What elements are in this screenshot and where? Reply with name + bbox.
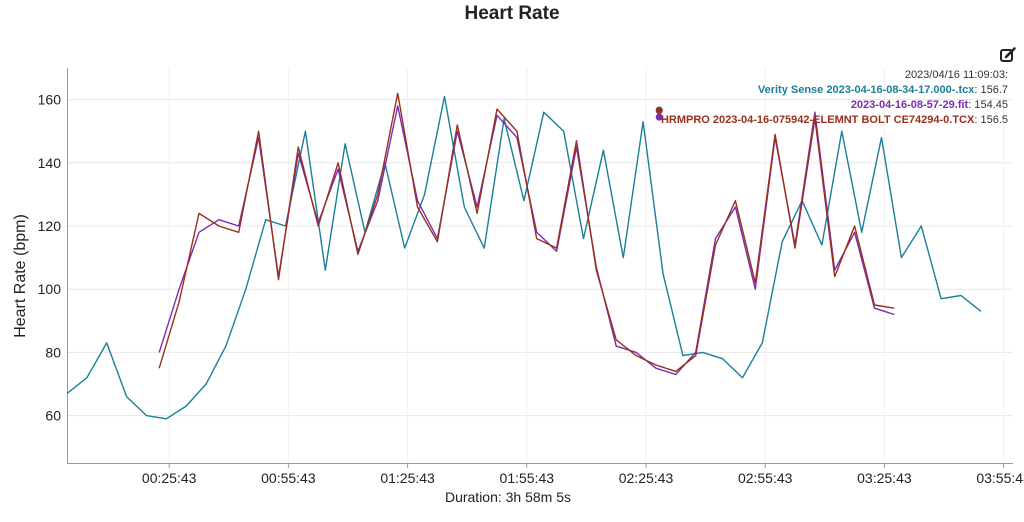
tooltip-series-value: 156.7 <box>980 84 1008 96</box>
x-tick-labels: 00:25:43 00:55:43 01:25:43 01:55:43 02:25:43… <box>142 470 1024 486</box>
y-tick-label: 60 <box>45 408 61 424</box>
crosshair-markers <box>655 106 663 121</box>
crosshair-point <box>655 107 663 115</box>
y-tick-label: 160 <box>38 92 62 108</box>
tooltip-series-value: 154.45 <box>974 99 1008 111</box>
y-axis-title: Heart Rate (bpm) <box>12 214 29 338</box>
tooltip-time: 2023/04/16 11:09:03: <box>905 69 1008 81</box>
axes <box>67 68 1013 464</box>
x-tick-label: 03:55:43 <box>976 470 1024 486</box>
tooltip-series-value: 156.5 <box>980 114 1008 126</box>
y-tick-labels: 60 80 100 120 140 160 <box>38 92 62 424</box>
chart-title: Heart Rate <box>464 3 560 24</box>
x-tick-label: 01:25:43 <box>380 470 435 486</box>
edit-icon[interactable] <box>999 46 1017 64</box>
tooltip-series-name: Verity Sense 2023-04-16-08-34-17.000-.tc… <box>758 84 975 96</box>
tooltip-series-name: HRMPRO 2023-04-16-075942-ELEMNT BOLT CE7… <box>661 114 975 126</box>
crosshair-tooltip: 2023/04/16 11:09:03: Verity Sense 2023-0… <box>661 69 1008 126</box>
x-tick-label: 02:25:43 <box>619 470 674 486</box>
x-tick-label: 00:25:43 <box>142 470 197 486</box>
tooltip-row: Verity Sense 2023-04-16-08-34-17.000-.tc… <box>758 84 1008 96</box>
x-axis-title: Duration: 3h 58m 5s <box>445 489 571 505</box>
crosshair-point <box>655 113 663 121</box>
y-tick-label: 100 <box>38 281 62 297</box>
y-tick-label: 80 <box>45 344 61 360</box>
series-line <box>158 92 895 373</box>
series-lines <box>66 92 982 420</box>
y-tick-label: 140 <box>38 155 62 171</box>
tooltip-series-name: 2023-04-16-08-57-29.fit <box>851 99 969 111</box>
y-tick-label: 120 <box>38 218 62 234</box>
x-tick-label: 02:55:43 <box>738 470 793 486</box>
x-tick-label: 01:55:43 <box>500 470 555 486</box>
x-tick-label: 00:55:43 <box>261 470 316 486</box>
tooltip-row: HRMPRO 2023-04-16-075942-ELEMNT BOLT CE7… <box>661 114 1008 126</box>
tooltip-row: 2023-04-16-08-57-29.fit: 154.45 <box>851 99 1008 111</box>
x-tick-label: 03:25:43 <box>857 470 912 486</box>
grid-lines <box>67 68 1013 468</box>
series-line <box>66 95 982 420</box>
